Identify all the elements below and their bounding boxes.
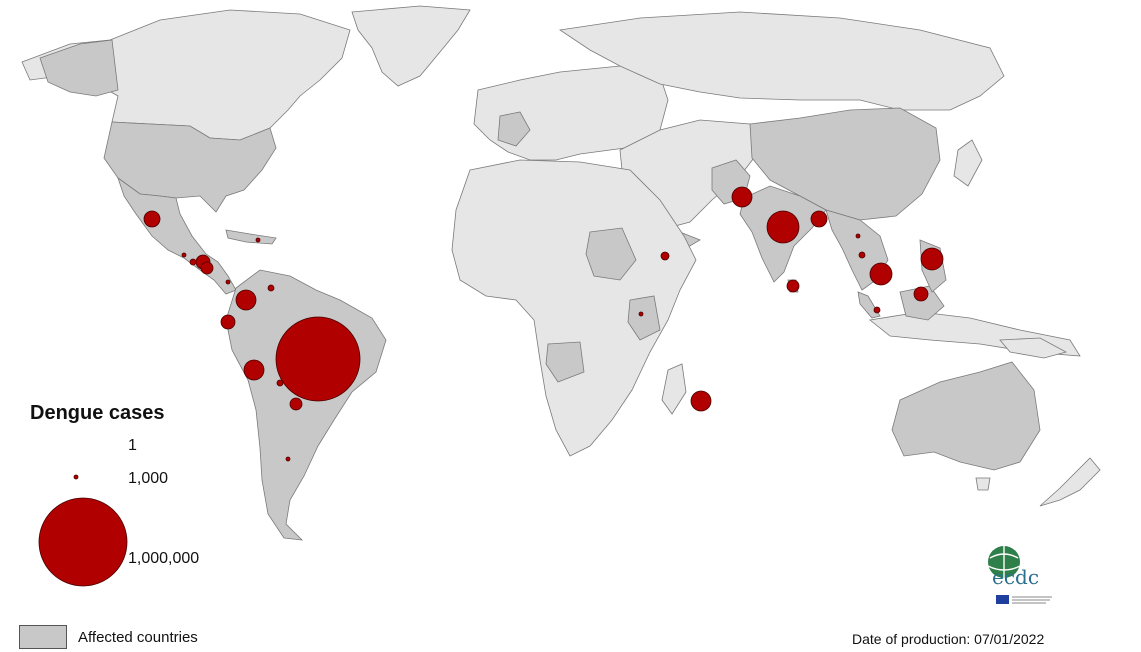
- eu-flag-icon: [996, 595, 1009, 604]
- land-kenya: [627, 295, 661, 341]
- case-bubble: [255, 237, 261, 243]
- case-bubble: [189, 258, 197, 266]
- land-australia: [891, 361, 1041, 471]
- production-date: Date of production: 07/01/2022: [852, 631, 1045, 647]
- case-bubble: [869, 262, 893, 286]
- land-new-guinea: [999, 337, 1068, 359]
- affected-swatch: [19, 625, 67, 649]
- land-sudan: [585, 227, 637, 281]
- case-bubble: [638, 311, 644, 317]
- legend-title: Dengue cases: [30, 402, 165, 424]
- logo-text: ecdc: [992, 565, 1039, 589]
- case-bubble: [276, 379, 284, 387]
- land-africa: [451, 159, 697, 457]
- case-bubble: [243, 359, 265, 381]
- land-russia: [558, 11, 1005, 111]
- case-bubble: [913, 286, 929, 302]
- case-bubble: [289, 397, 303, 411]
- land-madagascar: [661, 363, 687, 415]
- case-bubble: [766, 210, 800, 244]
- land-malaysia: [857, 291, 881, 319]
- case-bubble: [285, 456, 291, 462]
- case-bubble: [267, 284, 275, 292]
- land-south-america: [225, 269, 387, 541]
- legend-label-1000: 1,000: [128, 470, 169, 487]
- case-bubble: [143, 210, 161, 228]
- land-new-zealand: [1039, 457, 1101, 507]
- legend-label-1000000: 1,000,000: [128, 550, 200, 567]
- case-bubble: [225, 279, 231, 285]
- legend-label-1: 1: [128, 437, 137, 454]
- case-bubble: [690, 390, 712, 412]
- case-bubble: [660, 251, 670, 261]
- case-bubble: [858, 251, 866, 259]
- land-japan: [953, 139, 983, 187]
- land-angola: [545, 341, 585, 383]
- land-greenland: [351, 5, 471, 87]
- affected-label: Affected countries: [78, 629, 198, 646]
- case-bubble: [855, 233, 861, 239]
- case-bubble: [786, 279, 800, 293]
- case-bubble: [181, 252, 187, 258]
- land-caribbean: [225, 229, 277, 245]
- land-alaska: [39, 39, 119, 97]
- case-bubble: [235, 289, 257, 311]
- land-china: [749, 107, 941, 221]
- case-bubble: [920, 247, 944, 271]
- case-bubble: [731, 186, 753, 208]
- case-bubble: [220, 314, 236, 330]
- land-borneo: [899, 285, 945, 321]
- case-bubble: [873, 306, 881, 314]
- land-tasmania: [975, 477, 991, 491]
- ecdc-logo: ecdc: [987, 546, 1052, 604]
- land-france: [497, 111, 531, 147]
- case-bubble: [810, 210, 828, 228]
- case-bubble: [275, 316, 361, 402]
- case-bubble: [200, 261, 214, 275]
